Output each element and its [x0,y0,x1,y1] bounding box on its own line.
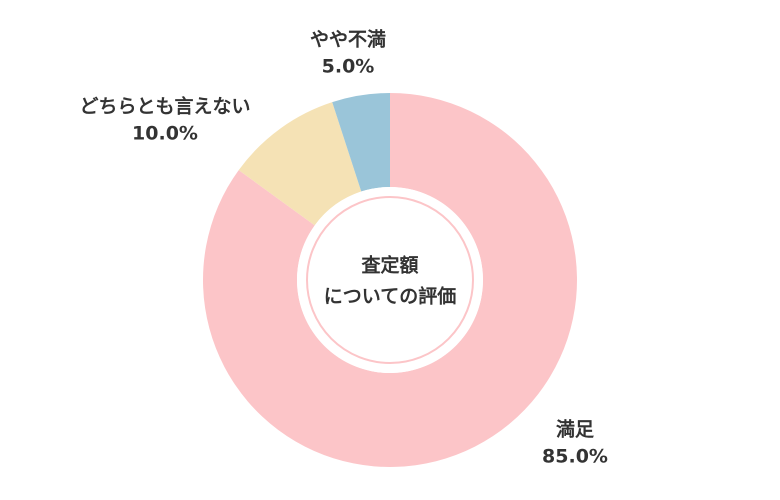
value-label: 10.0% [132,123,198,145]
slice-label: 満足 [556,419,595,441]
inner-ring [306,196,474,364]
center-label: 査定額 [360,254,418,277]
slice-label: どちらとも言えない [79,95,250,118]
slice [332,93,390,192]
value-label: 5.0% [322,56,375,78]
slice-label: やや不満 [310,29,386,51]
donut-hole [297,187,483,373]
slice [238,102,362,226]
value-label: 85.0% [542,446,608,468]
center-label: についての評価 [324,285,456,308]
slice [203,93,578,467]
slices [203,93,578,467]
